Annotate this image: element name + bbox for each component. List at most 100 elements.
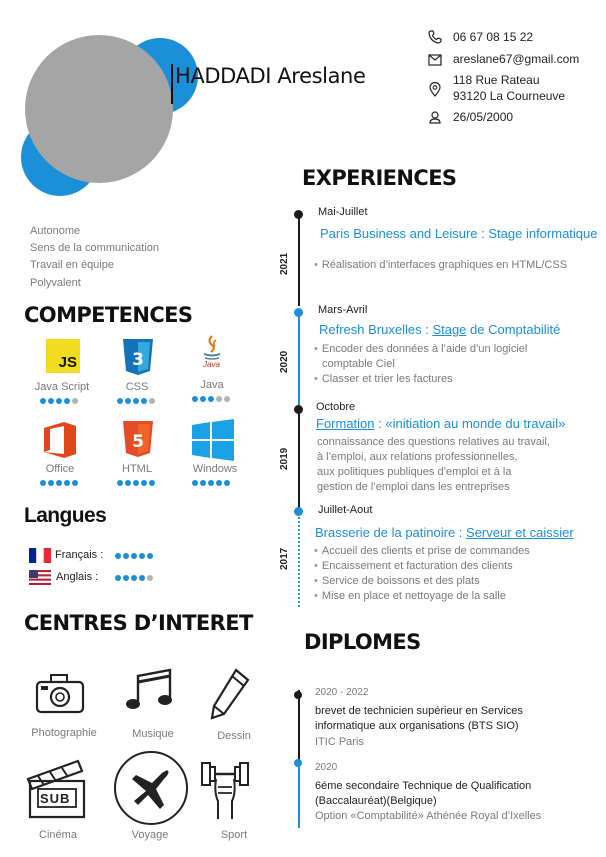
language-rating xyxy=(115,575,153,581)
langues-title: Langues xyxy=(24,504,107,527)
diplome-title: (Baccalauréat)(Belgique) xyxy=(315,795,437,807)
rating-dot xyxy=(117,480,123,486)
rating-dot xyxy=(139,553,145,559)
skill-rating xyxy=(117,398,155,404)
rating-dot xyxy=(224,480,230,486)
camera-icon xyxy=(35,674,85,714)
role-link[interactable]: Serveur et caissier xyxy=(466,525,574,540)
clapperboard-text: SUB xyxy=(40,791,71,806)
company-name: Brasserie de la patinoire : xyxy=(315,525,467,540)
interest-label: Photographie xyxy=(31,727,97,739)
rating-dot xyxy=(125,398,131,404)
diplome-title: brevet de technicien supérieur en Servic… xyxy=(315,705,523,717)
skill-rating xyxy=(192,396,230,402)
experience-line: connaissance des questions relatives au … xyxy=(317,436,550,448)
js-icon: JS xyxy=(46,339,80,373)
java-icon xyxy=(203,335,221,360)
email-icon xyxy=(428,54,442,66)
rating-dot xyxy=(115,553,121,559)
office-icon xyxy=(44,422,76,458)
timeline-dot xyxy=(294,691,302,699)
diplome-title: 6éme secondaire Technique de Qualificati… xyxy=(315,780,532,792)
java-logo-text: Java xyxy=(203,360,220,369)
timeline-dot xyxy=(294,405,303,414)
pencil-icon xyxy=(210,668,250,720)
diplome-school: ITIC Paris xyxy=(315,736,364,748)
language-label: Français : xyxy=(55,549,104,561)
timeline-line xyxy=(298,214,300,306)
skill-label: CSS xyxy=(125,381,149,393)
experience-line: gestion de l’emploi dans les entreprises xyxy=(317,481,510,493)
quality-item: Polyvalent xyxy=(30,277,81,289)
rating-dot xyxy=(72,480,78,486)
skill-label: Java Script xyxy=(34,381,90,393)
name-bar xyxy=(171,64,173,104)
quality-item: Travail en équipe xyxy=(30,259,114,271)
rating-dot xyxy=(48,480,54,486)
diplomes-title: DIPLOMES xyxy=(304,630,421,654)
experience-line: aux politiques publiques d’emploi et à l… xyxy=(317,466,512,478)
experience-period: Mai-Juillet xyxy=(318,206,368,218)
usa-flag-icon xyxy=(29,570,51,585)
address-line1: 118 Rue Rateau xyxy=(453,73,540,87)
rating-dot xyxy=(147,575,153,581)
experience-company: Paris Business and Leisure : Stage infor… xyxy=(320,226,598,241)
experience-company: Brasserie de la patinoire : Serveur et c… xyxy=(315,525,574,540)
rating-dot xyxy=(208,396,214,402)
rating-dot xyxy=(125,480,131,486)
email-address[interactable]: areslane67@gmail.com xyxy=(453,52,580,66)
skill-label: Windows xyxy=(192,463,238,475)
diplome-period: 2020 xyxy=(315,762,338,773)
address-line2: 93120 La Courneuve xyxy=(453,89,566,103)
france-flag-icon xyxy=(29,548,51,563)
company-name: Refresh Bruxelles : xyxy=(319,322,433,337)
rating-dot xyxy=(147,553,153,559)
stage-link[interactable]: Stage xyxy=(432,322,467,337)
quality-item: Sens de la communication xyxy=(30,242,160,254)
candidate-name: HADDADI Areslane xyxy=(175,64,366,88)
experience-period: Juillet-Aout xyxy=(318,504,373,516)
rating-dot xyxy=(40,398,46,404)
rating-dot xyxy=(192,396,198,402)
company-role: de Comptabilité xyxy=(466,322,561,337)
person-icon xyxy=(429,111,441,124)
rating-dot xyxy=(200,480,206,486)
html5-icon: 5 xyxy=(123,421,153,457)
skill-label: Office xyxy=(45,463,75,475)
interest-label: Sport xyxy=(220,829,248,841)
rating-dot xyxy=(40,480,46,486)
skill-label: Java xyxy=(200,379,224,391)
skill-label: HTML xyxy=(122,463,152,475)
timeline-line-dotted xyxy=(298,512,300,607)
skill-rating xyxy=(40,480,78,486)
rating-dot xyxy=(131,553,137,559)
experience-line: Réalisation d’interfaces graphiques en H… xyxy=(314,259,567,271)
experience-period: Octobre xyxy=(316,401,356,413)
location-icon xyxy=(429,82,441,97)
experience-company: Refresh Bruxelles : Stage de Comptabilit… xyxy=(319,322,560,337)
diplome-period: 2020 - 2022 xyxy=(315,687,369,698)
formation-link[interactable]: Formation xyxy=(316,416,375,431)
rating-dot xyxy=(117,398,123,404)
diplome-school: Option «Comptabilité» Athénée Royal d’Ix… xyxy=(315,810,542,822)
phone-number[interactable]: 06 67 08 15 22 xyxy=(453,30,534,44)
rating-dot xyxy=(56,398,62,404)
clapperboard-icon xyxy=(26,759,86,819)
rating-dot xyxy=(56,480,62,486)
experience-line: comptable Ciel xyxy=(322,358,395,370)
interest-label: Musique xyxy=(132,728,174,740)
rating-dot xyxy=(133,398,139,404)
rating-dot xyxy=(123,553,129,559)
rating-dot xyxy=(115,575,121,581)
rating-dot xyxy=(200,396,206,402)
formation-title: : «initiation au monde du travail» xyxy=(374,416,566,431)
rating-dot xyxy=(131,575,137,581)
svg-text:3: 3 xyxy=(132,350,144,370)
windows-icon xyxy=(192,419,234,461)
interest-label: Dessin xyxy=(217,730,251,742)
experience-line: Encaissement et facturation des clients xyxy=(314,560,513,572)
rating-dot xyxy=(192,480,198,486)
experience-line: Mise en place et nettoyage de la salle xyxy=(314,590,506,602)
music-icon xyxy=(126,668,172,709)
timeline-line xyxy=(298,313,300,405)
